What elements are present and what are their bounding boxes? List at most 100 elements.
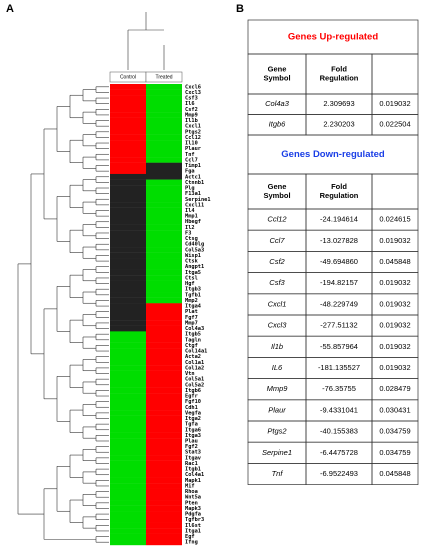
heat-cell [146,247,182,253]
gene-label: Mapk1 [185,478,201,484]
heat-cell [110,426,146,433]
gene-label: Cxcl11 [185,202,204,208]
heat-cell [110,162,146,169]
heat-cell [146,112,182,118]
gene-label: Itga3 [185,433,201,439]
heat-cell [110,336,146,343]
gene-label: Itgb1 [185,467,201,473]
table-cell: -6.9522493 [320,469,358,478]
heat-cell [146,500,182,506]
column-header: Gene Symbol [263,64,290,82]
heat-cell [146,511,182,518]
gene-label: Mif [185,483,195,489]
gene-label: Col5a2 [185,382,204,388]
gene-label: Acta2 [185,354,201,360]
table-cell: Col4a3 [265,99,290,108]
table-cell: 0.022504 [379,120,410,129]
heat-cell [110,381,146,388]
heat-cell [146,443,182,450]
heat-cell [146,353,182,360]
gene-label: Pdgfa [185,512,201,518]
heat-cell [110,483,146,489]
heat-cell [110,213,146,220]
table-cell: 0.045848 [379,469,410,478]
heat-cell [110,331,146,338]
gene-label: Il4 [185,208,195,214]
table-cell: Ccl12 [267,215,287,224]
gene-label: Tgfbr3 [185,517,204,523]
gene-label: Itgb5 [185,332,201,338]
heat-cell [146,438,182,445]
heat-cell [146,376,182,383]
gene-label: Csf3 [185,96,198,102]
table-cell: Serpine1 [262,448,292,457]
heat-cell [146,426,182,433]
heat-cell [146,134,182,141]
gene-label: Hgf [185,281,195,287]
gene-label: Fgf7 [185,315,198,321]
table-cell: Cxcl3 [268,321,288,330]
heat-cell [146,224,182,231]
gene-label: Csf2 [185,107,198,113]
heat-cell [146,235,182,242]
section-title: Genes Down-regulated [281,149,385,160]
heat-cell [110,376,146,383]
heat-cell [146,359,182,366]
heat-cell [110,84,146,90]
heat-cell [110,207,146,214]
gene-label: Cxcl6 [185,84,201,90]
heat-cell [146,528,182,534]
gene-label: Vegfa [185,410,201,416]
gene-label: Plaur [185,146,201,152]
gene-label: Mmp1 [185,214,198,220]
heat-cell [110,280,146,287]
heat-cell [146,100,182,107]
heat-cell [110,353,146,360]
heat-cell [146,145,182,152]
heat-cell [110,134,146,141]
gene-label: Rac1 [185,461,198,467]
gene-label: Tagln [185,337,201,343]
heat-cell [146,151,182,158]
heat-cell [110,500,146,506]
heat-cell [146,241,182,248]
heat-cell [146,449,182,456]
heat-cell [146,488,182,495]
table-cell: 0.024615 [379,215,410,224]
heat-cell [146,157,182,163]
heat-cell [110,179,146,186]
column-box [145,71,183,83]
heat-cell [146,494,182,501]
heat-cell [110,410,146,416]
heat-cell [110,365,146,371]
table-cell: Tnf [272,469,284,478]
heat-cell [146,207,182,214]
heat-cell [110,303,146,310]
heat-cell [146,190,182,197]
heat-cell [110,252,146,259]
gene-label: Tgfb1 [185,292,201,298]
heat-cell [110,157,146,163]
heat-cell [110,415,146,422]
heat-cell [146,398,182,405]
gene-label: Itga5 [185,270,201,276]
heat-cell [146,466,182,473]
table-border [371,173,419,210]
heat-cell [110,224,146,231]
heat-cell [146,320,182,326]
heat-cell [146,381,182,388]
heat-cell [146,483,182,489]
gene-label: Pten [185,500,198,506]
table-cell: Mmp9 [267,384,289,393]
panel-label: B [236,3,244,15]
gene-label: Timp1 [185,163,201,169]
table-cell: 0.019032 [379,278,410,287]
gene-label: Cdh1 [185,405,198,411]
heat-cell [110,275,146,281]
gene-label: Ifng [185,540,198,546]
heat-cell [146,505,182,512]
heat-cell [110,140,146,147]
gene-label: Egf [185,534,195,540]
heat-cell [110,308,146,315]
